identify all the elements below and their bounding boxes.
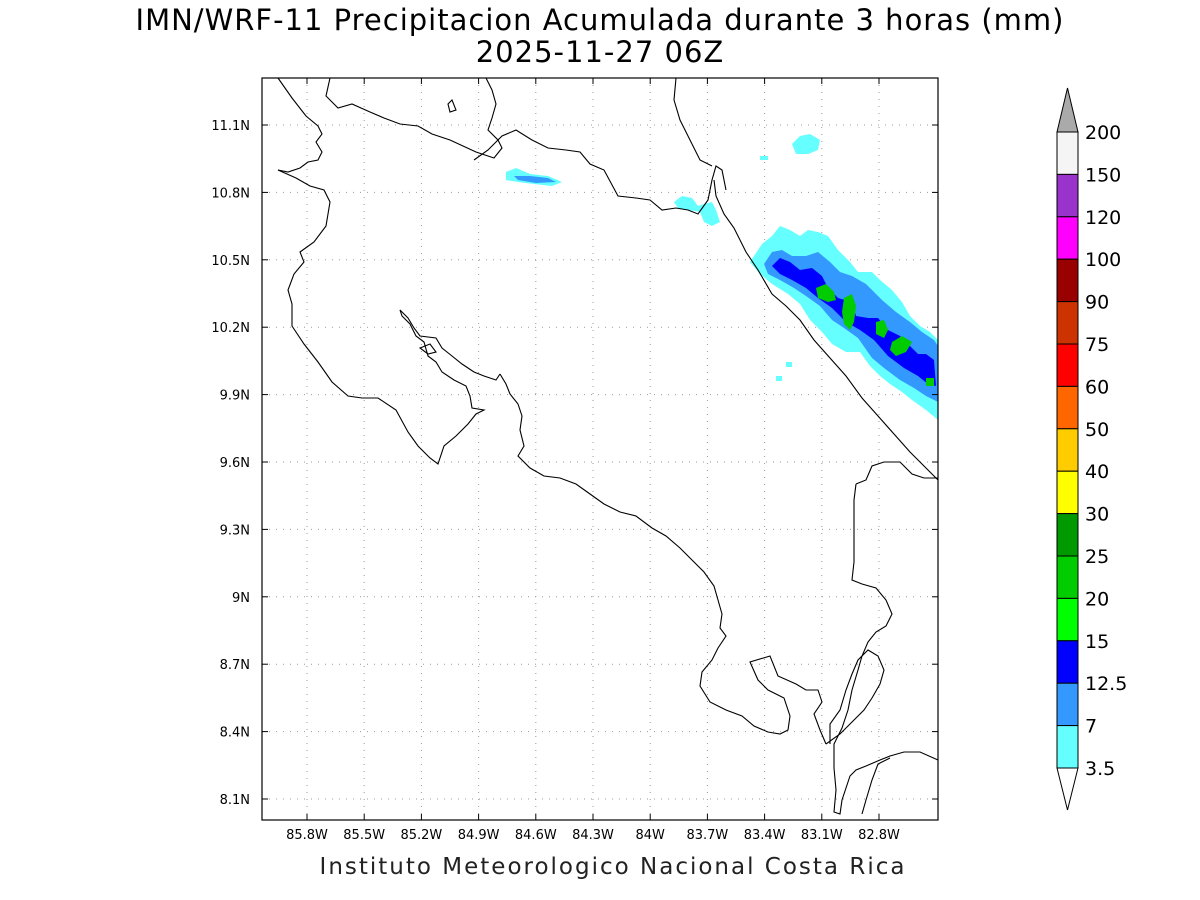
map-frame — [261, 77, 939, 821]
lon-tick-label: 84W — [635, 828, 665, 843]
nicaragua-costa-rica-border — [473, 129, 727, 215]
colorbar-label: 12.5 — [1085, 673, 1127, 695]
colorbar-swatch — [1056, 640, 1079, 684]
colorbar-label: 7 — [1085, 716, 1097, 738]
osa-peninsula-tip — [825, 649, 885, 745]
panama-coast-south — [861, 757, 891, 815]
lat-tick-label: 10.2N — [211, 321, 250, 336]
precip-area-3-5 — [792, 134, 820, 154]
colorbar-swatch — [1056, 555, 1079, 599]
colorbar-swatch — [1056, 385, 1079, 430]
lon-tick-label: 85.2W — [400, 828, 442, 843]
colorbar-swatch — [1056, 428, 1079, 472]
lat-tick-label: 9.6N — [220, 456, 250, 471]
precip-area-3-5 — [776, 376, 782, 381]
colorbar-swatch — [1056, 470, 1079, 515]
lon-tick-label: 82.8W — [858, 828, 900, 843]
precip-area-15 — [816, 284, 836, 302]
precip-area-3-5 — [674, 196, 720, 226]
lon-tick-label: 84.9W — [458, 828, 500, 843]
colorbar-swatch — [1056, 173, 1079, 218]
colorbar-swatch — [1056, 513, 1079, 557]
precip-area-15 — [926, 378, 934, 386]
lake-island — [447, 99, 457, 113]
map-subtitle-date: 2025-11-27 06Z — [475, 35, 725, 69]
lon-tick-label: 85.8W — [286, 828, 328, 843]
longitude-labels: 85.8W 85.5W 85.2W 84.9W 84.6W 84.3W 84W 83.7W 83… — [286, 828, 900, 843]
lon-tick-label: 83.1W — [801, 828, 843, 843]
colorbar-swatch — [1056, 597, 1079, 642]
colorbar-label: 100 — [1085, 249, 1121, 271]
colorbar-bottom-arrow — [1056, 767, 1079, 811]
caribbean-coastline — [673, 77, 939, 481]
nicaragua-lake-shore — [325, 77, 503, 159]
colorbar-swatch — [1056, 258, 1079, 303]
lon-tick-label: 83.4W — [744, 828, 786, 843]
lat-tick-label: 11.1N — [211, 119, 250, 134]
pacific-coastline-north — [277, 169, 501, 465]
colorbar-top-arrow — [1056, 87, 1079, 133]
colorbar-label: 3.5 — [1085, 758, 1115, 780]
precipitation-field — [506, 134, 938, 420]
coastlines-and-borders — [277, 77, 939, 815]
precip-area-3-5 — [760, 156, 768, 160]
colorbar-label: 90 — [1085, 292, 1109, 314]
panama-border — [833, 461, 939, 815]
precip-area-15 — [890, 336, 912, 356]
colorbar-legend: 3.5 7 12.5 15 20 25 30 40 50 60 75 90 100 120 150 200 — [1056, 87, 1127, 811]
precip-area-15 — [876, 320, 888, 338]
colorbar-label: 120 — [1085, 207, 1121, 229]
latitude-labels: 11.1N 10.8N 10.5N 10.2N 9.9N 9.6N 9.3N 9N 8.7N 8.… — [211, 119, 250, 808]
colorbar-label: 50 — [1085, 419, 1109, 441]
colorbar-swatch — [1056, 725, 1079, 769]
lat-tick-label: 8.1N — [220, 793, 250, 808]
colorbar-label: 15 — [1085, 631, 1109, 653]
lat-tick-label: 9.3N — [220, 523, 250, 538]
lat-tick-label: 9N — [232, 591, 250, 606]
lon-tick-label: 85.5W — [343, 828, 385, 843]
lat-tick-label: 8.4N — [220, 726, 250, 741]
colorbar-label: 75 — [1085, 334, 1109, 356]
colorbar-label: 30 — [1085, 504, 1109, 526]
precip-area-3-5 — [786, 362, 792, 367]
colorbar-swatch — [1056, 131, 1079, 175]
colorbar-label: 60 — [1085, 376, 1109, 398]
colorbar-label: 25 — [1085, 546, 1109, 568]
colorbar-label: 200 — [1085, 122, 1121, 144]
lat-tick-label: 10.8N — [211, 186, 250, 201]
colorbar-swatch — [1056, 216, 1079, 260]
lon-tick-label: 83.7W — [686, 828, 728, 843]
axis-ticks — [262, 78, 938, 820]
precip-area-7 — [514, 176, 556, 183]
lat-tick-label: 9.9N — [220, 389, 250, 404]
credit-text: Instituto Meteorologico Nacional Costa R… — [319, 854, 907, 880]
map-title: IMN/WRF-11 Precipitacion Acumulada duran… — [135, 3, 1065, 37]
colorbar-swatch — [1056, 301, 1079, 345]
gridlines — [262, 78, 938, 820]
colorbar-swatch — [1056, 343, 1079, 387]
lon-tick-label: 84.3W — [572, 828, 614, 843]
colorbar-label: 150 — [1085, 164, 1121, 186]
colorbar-label: 20 — [1085, 588, 1109, 610]
lat-tick-label: 10.5N — [211, 254, 250, 269]
lat-tick-label: 8.7N — [220, 658, 250, 673]
nicaragua-coast-north — [277, 77, 323, 173]
colorbar-label: 40 — [1085, 461, 1109, 483]
gulf-island — [418, 343, 437, 355]
colorbar-swatch — [1056, 682, 1079, 727]
pacific-coastline-central — [499, 373, 827, 745]
lon-tick-label: 84.6W — [515, 828, 557, 843]
precip-area-15 — [842, 294, 856, 330]
